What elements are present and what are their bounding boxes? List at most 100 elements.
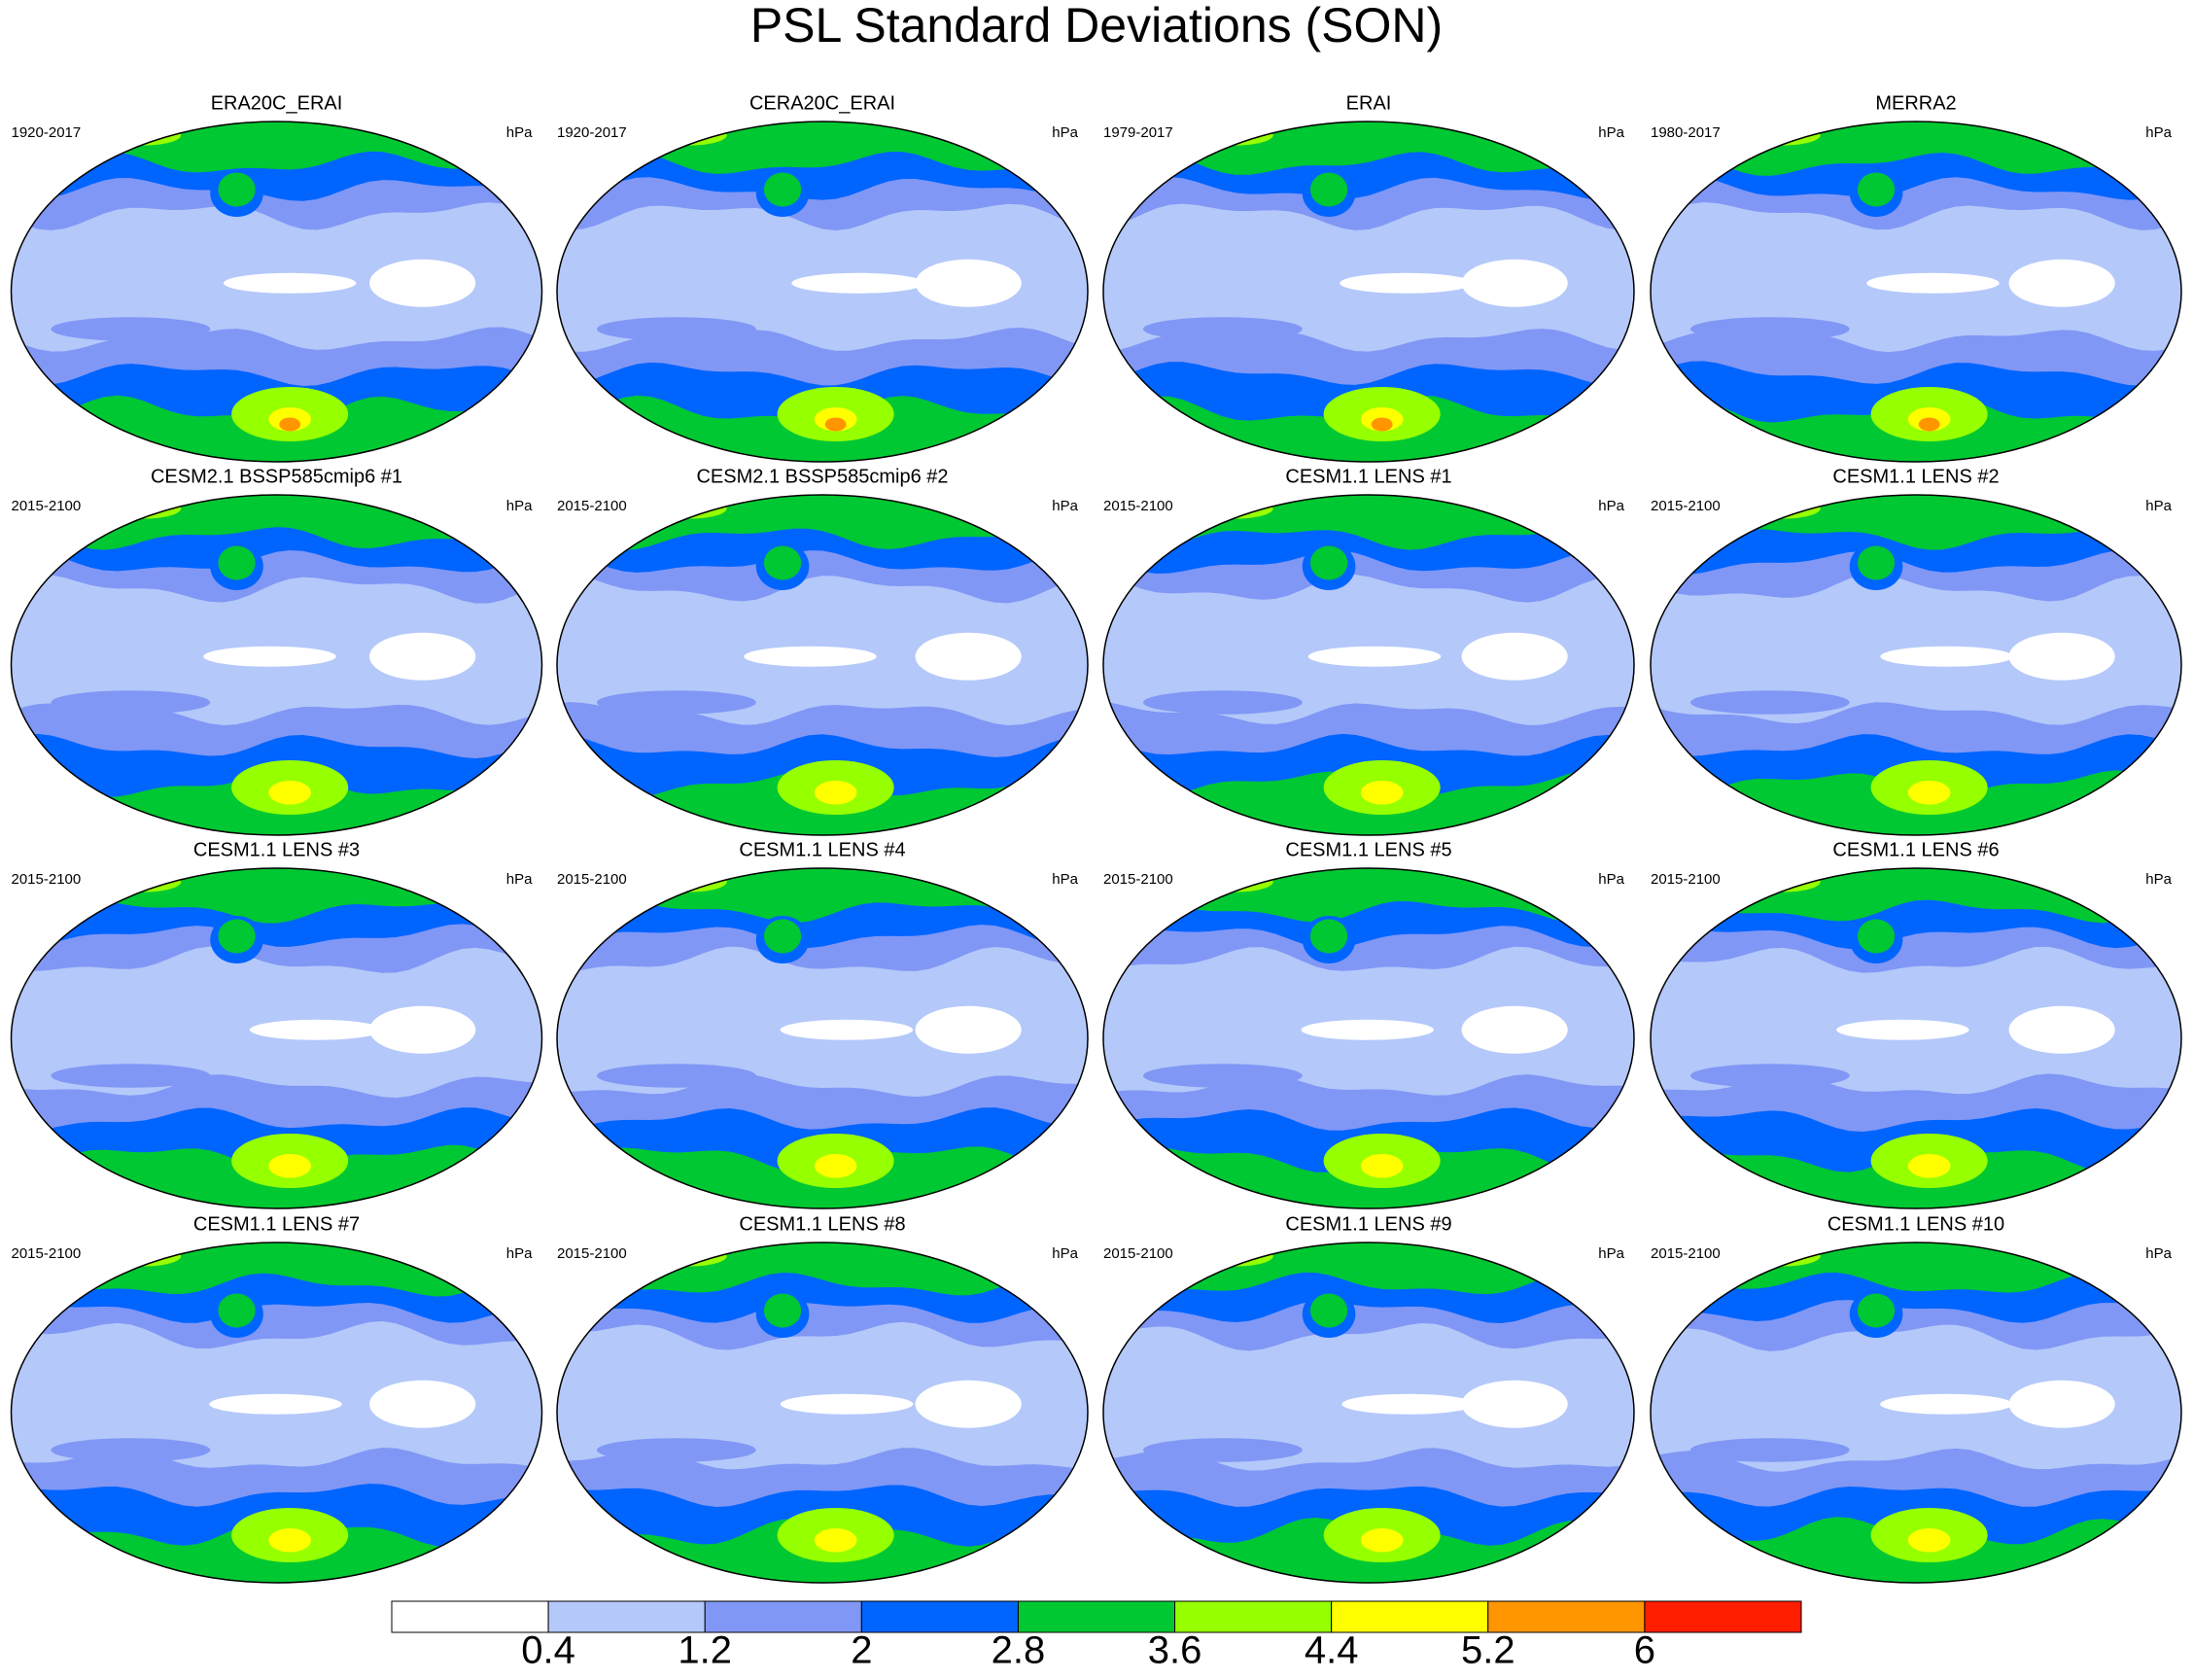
map-contour [1918, 417, 1940, 432]
map-contour [1857, 172, 1896, 207]
map-contour [268, 781, 311, 805]
map-contour [1857, 919, 1896, 954]
panel-period: 2015-2100 [557, 498, 627, 514]
map [11, 495, 542, 835]
map [1103, 1242, 1634, 1583]
panel-period: 2015-2100 [12, 498, 82, 514]
map-contour [824, 417, 847, 432]
panel: CESM1.1 LENS #6 2015-2100 hPa [1650, 839, 2182, 1209]
map-contour [218, 1293, 256, 1328]
colorbar-box [704, 1600, 862, 1633]
map [11, 122, 542, 462]
map-contour [1461, 1005, 1568, 1054]
panel-period: 2015-2100 [1651, 1245, 1721, 1262]
panel-period: 2015-2100 [12, 871, 82, 888]
map-contour [1857, 1293, 1896, 1328]
map-contour [780, 1019, 914, 1040]
map [557, 1242, 1088, 1583]
panel-title: CESM1.1 LENS #5 [1285, 839, 1451, 860]
map-contour [2008, 1380, 2115, 1428]
map-contour [1880, 1393, 2013, 1415]
panel: ERAI 1979-2017 hPa [1102, 92, 1635, 463]
panel-title: ERAI [1346, 92, 1392, 114]
map-contour [1857, 545, 1896, 580]
map-outline [556, 494, 1089, 836]
figure-title: PSL Standard Deviations (SON) [750, 0, 1443, 52]
panel-period: 2015-2100 [1103, 1245, 1173, 1262]
map [557, 122, 1088, 462]
panel-units: hPa [506, 498, 533, 514]
map [557, 868, 1088, 1208]
panel: CESM1.1 LENS #9 2015-2100 hPa [1102, 1213, 1635, 1584]
map-contour [369, 632, 476, 681]
map-outline [10, 1242, 543, 1584]
panel-title: CESM2.1 BSSP585cmip6 #2 [696, 466, 948, 487]
panel: ERA20C_ERAI 1920-2017 hPa [10, 92, 543, 463]
map [1651, 1242, 2181, 1583]
panel-title: CESM1.1 LENS #10 [1828, 1213, 2004, 1235]
map-contour [1907, 781, 1951, 805]
colorbar-label: 2.8 [992, 1629, 1046, 1672]
panel-title: ERA20C_ERAI [211, 92, 343, 114]
panel-units: hPa [2145, 1245, 2172, 1262]
panel-units: hPa [1598, 1245, 1624, 1262]
map-outline [1102, 121, 1635, 463]
map-contour [1309, 545, 1348, 580]
colorbar-box [391, 1600, 549, 1633]
panel-period: 2015-2100 [1103, 871, 1173, 888]
colorbar-label: 1.2 [678, 1629, 732, 1672]
map-outline [10, 121, 543, 463]
map-outline [1650, 121, 2182, 463]
map-contour [1866, 272, 2000, 294]
map-contour [1880, 646, 2013, 667]
map-contour [1309, 919, 1348, 954]
map-contour [249, 1019, 383, 1040]
panel-period: 1980-2017 [1651, 124, 1721, 141]
colorbar-label: 5.2 [1461, 1629, 1515, 1672]
panel-units: hPa [1598, 498, 1624, 514]
map-contour [279, 417, 301, 432]
map-contour [1360, 1528, 1404, 1553]
map-contour [1689, 1438, 1850, 1462]
map-contour [1689, 690, 1850, 715]
map-contour [915, 1005, 1022, 1054]
colorbar-box [1017, 1600, 1176, 1633]
map-contour [791, 272, 924, 294]
panel: CESM2.1 BSSP585cmip6 #1 2015-2100 hPa [10, 466, 543, 836]
map-contour [1461, 259, 1568, 307]
colorbar-label: 4.4 [1305, 1629, 1359, 1672]
panel: CESM1.1 LENS #7 2015-2100 hPa [10, 1213, 543, 1584]
map-outline [1650, 867, 2182, 1209]
map-outline [10, 494, 543, 836]
panel-title: CERA20C_ERAI [749, 92, 895, 114]
map-outline [1650, 1242, 2182, 1584]
panel: CESM2.1 BSSP585cmip6 #2 2015-2100 hPa [556, 466, 1089, 836]
map-outline [10, 867, 543, 1209]
panel: CERA20C_ERAI 1920-2017 hPa [556, 92, 1089, 463]
map-outline [1102, 1242, 1635, 1584]
map-contour [814, 781, 857, 805]
map-contour [1340, 272, 1473, 294]
panel-title: CESM1.1 LENS #4 [739, 839, 905, 860]
map-contour [1309, 1293, 1348, 1328]
map-contour [1360, 1154, 1404, 1178]
panel-title: CESM1.1 LENS #7 [193, 1213, 360, 1235]
map-contour [369, 259, 476, 307]
panel-units: hPa [1052, 871, 1078, 888]
panel-period: 2015-2100 [557, 1245, 627, 1262]
map-contour [218, 919, 256, 954]
panel-title: CESM1.1 LENS #9 [1285, 1213, 1451, 1235]
map-contour [814, 1154, 857, 1178]
colorbar-box [860, 1600, 1019, 1633]
panel-period: 2015-2100 [1651, 871, 1721, 888]
map [11, 868, 542, 1208]
panel-units: hPa [506, 871, 533, 888]
map-contour [763, 545, 802, 580]
panel-units: hPa [1052, 1245, 1078, 1262]
map-contour [218, 172, 256, 207]
panel-units: hPa [2145, 871, 2172, 888]
map-contour [1142, 690, 1303, 715]
map-contour [814, 1528, 857, 1553]
